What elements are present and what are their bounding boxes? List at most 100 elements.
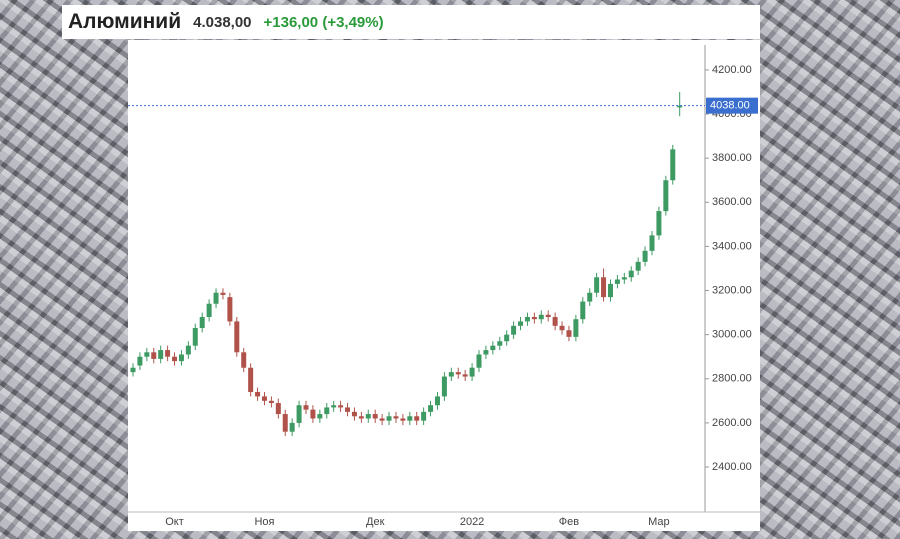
- candle-body: [524, 316, 530, 322]
- candle-body: [372, 414, 378, 419]
- candle-body: [248, 367, 254, 392]
- candle-body: [185, 345, 191, 355]
- candle-body: [317, 414, 323, 419]
- y-tick-label: 3400.00: [712, 240, 752, 252]
- candle-body: [448, 372, 454, 377]
- candle-body: [441, 376, 447, 397]
- candle-body: [172, 356, 178, 362]
- candle-body: [310, 409, 316, 419]
- candle-body: [455, 372, 461, 375]
- candle-body: [663, 180, 669, 212]
- candle-body: [220, 292, 226, 295]
- candle-body: [158, 350, 164, 359]
- candle-body: [545, 314, 551, 317]
- x-tick-label: Фев: [559, 516, 579, 528]
- candle-body: [199, 316, 205, 329]
- price-label: 4038.00: [710, 100, 750, 112]
- chart-panel: [128, 40, 760, 531]
- candle-body: [400, 418, 406, 421]
- candle-body: [137, 356, 143, 366]
- candle-body: [538, 314, 544, 320]
- candle-body: [358, 416, 364, 419]
- y-tick-label: 4200.00: [712, 64, 752, 76]
- candle-body: [483, 350, 489, 355]
- y-tick-label: 2600.00: [712, 417, 752, 429]
- candle-body: [386, 416, 392, 421]
- candle-body: [677, 105, 683, 108]
- candle-body: [144, 352, 150, 357]
- candle-body: [331, 405, 337, 408]
- x-tick-label: 2022: [460, 516, 484, 528]
- y-tick-label: 2400.00: [712, 461, 752, 473]
- candle-body: [351, 411, 357, 417]
- candle-body: [469, 367, 475, 377]
- candle-body: [552, 316, 558, 326]
- candle-body: [379, 418, 385, 421]
- change: +136,00 (+3,49%): [263, 13, 384, 31]
- price-label-box: [706, 97, 758, 114]
- candle-body: [213, 292, 219, 304]
- candle-body: [178, 354, 184, 362]
- candle-body: [289, 422, 295, 432]
- candle-body: [476, 354, 482, 368]
- candle-body: [462, 374, 468, 377]
- x-tick-label: Дек: [366, 516, 385, 528]
- price: 4.038,00: [193, 13, 252, 31]
- candle-body: [635, 261, 641, 271]
- candle-body: [338, 405, 344, 408]
- candle-body: [282, 414, 288, 432]
- x-tick-label: Мар: [648, 516, 670, 528]
- candle-body: [434, 396, 440, 406]
- candle-body: [628, 270, 634, 278]
- candle-body: [670, 149, 676, 181]
- candle-body: [621, 277, 627, 280]
- candle-body: [504, 334, 510, 342]
- candle-body: [414, 416, 420, 421]
- candle-body: [324, 407, 330, 415]
- candle-body: [268, 400, 274, 404]
- candle-body: [656, 211, 662, 236]
- candle-body: [428, 405, 434, 412]
- candle-body: [393, 416, 399, 419]
- candle-body: [261, 396, 267, 401]
- y-tick-label: 3000.00: [712, 329, 752, 341]
- candle-body: [531, 316, 537, 320]
- header: Алюминий 4.038,00 +136,00 (+3,49%): [62, 5, 760, 39]
- candle-body: [365, 414, 371, 419]
- title: Алюминий: [68, 10, 182, 33]
- candle-body: [407, 416, 413, 421]
- candle-body: [607, 283, 613, 298]
- candle-body: [490, 345, 496, 351]
- candle-body: [649, 235, 655, 251]
- candle-body: [587, 292, 593, 302]
- candle-body: [255, 391, 261, 397]
- candle-body: [303, 405, 309, 410]
- candle-body: [206, 303, 212, 317]
- candle-body: [275, 403, 281, 415]
- candle-body: [151, 352, 157, 359]
- candle-body: [594, 277, 600, 293]
- candle-body: [296, 405, 302, 423]
- candle-body: [518, 321, 524, 326]
- candle-body: [192, 328, 198, 346]
- candle-body: [511, 325, 517, 335]
- candle-body: [165, 350, 171, 357]
- candle-body: [573, 319, 579, 337]
- y-tick-label: 3600.00: [712, 196, 752, 208]
- candle-body: [642, 250, 648, 262]
- x-tick-label: Окт: [165, 516, 184, 528]
- x-tick-label: Ноя: [254, 516, 274, 528]
- y-tick-label: 2800.00: [712, 373, 752, 385]
- candle-body: [130, 367, 136, 373]
- candle-body: [580, 301, 586, 320]
- candle-body: [227, 297, 233, 322]
- candle-body: [614, 279, 620, 284]
- candle-body: [601, 277, 607, 298]
- candle-body: [421, 411, 427, 421]
- candle-body: [234, 321, 240, 353]
- candle-body: [497, 341, 503, 346]
- candle-body: [345, 407, 351, 412]
- candle-body: [559, 325, 565, 331]
- y-tick-label: 3800.00: [712, 152, 752, 164]
